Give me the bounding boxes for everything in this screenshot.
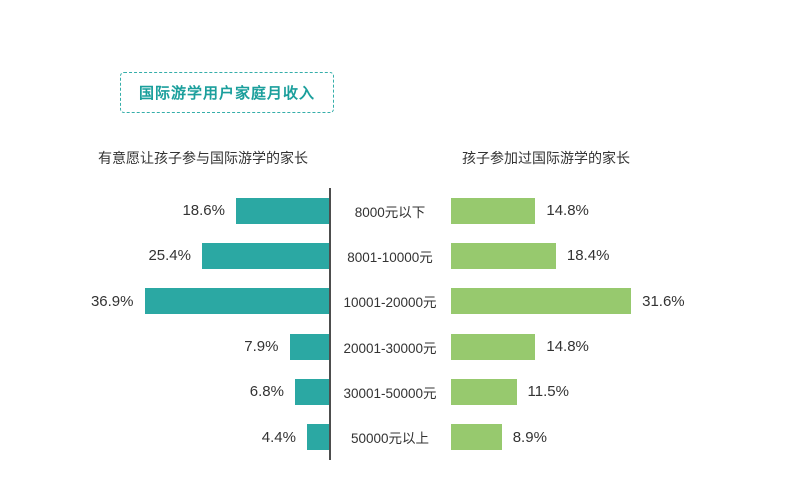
center-axis-line [329, 188, 331, 460]
category-label: 50000元以上 [350, 431, 430, 447]
chart-rows: 18.6% 8000元以下 14.8% 25.4% 8001-10000元 18.4% 36… [0, 188, 794, 460]
right-value-label: 11.5% [527, 383, 569, 401]
right-bar-zone: 11.5% [451, 378, 794, 405]
right-bar-zone: 31.6% [451, 288, 794, 315]
right-value-label: 14.8% [546, 338, 589, 356]
category-label: 8001-10000元 [347, 249, 433, 265]
chart-row: 6.8% 30001-50000元 11.5% [0, 369, 794, 414]
chart-row: 7.9% 20001-30000元 14.8% [0, 324, 794, 369]
left-value-label: 6.8% [249, 383, 284, 401]
chart-title-box: 国际游学用户家庭月收入 [120, 72, 335, 113]
right-bar [451, 197, 536, 224]
left-series-header: 有意愿让孩子参与国际游学的家长 [98, 150, 308, 166]
right-bar [451, 424, 502, 451]
left-bar [144, 288, 329, 315]
left-value-label: 36.9% [90, 292, 134, 310]
right-bar-zone: 18.4% [451, 242, 794, 269]
chart-row: 36.9% 10001-20000元 31.6% [0, 279, 794, 324]
left-bar [202, 242, 329, 269]
left-bar-zone: 6.8% [0, 378, 329, 405]
left-bar [236, 197, 329, 224]
chart-title: 国际游学用户家庭月收入 [139, 85, 316, 102]
left-bar-zone: 36.9% [0, 288, 329, 315]
category-label: 8000元以下 [354, 204, 426, 220]
left-value-label: 18.6% [182, 202, 225, 220]
right-bar [451, 242, 556, 269]
right-value-label: 18.4% [566, 247, 610, 265]
right-bar-zone: 8.9% [451, 424, 794, 451]
category-label: 10001-20000元 [343, 295, 437, 311]
left-bar-zone: 7.9% [0, 333, 329, 360]
category-label: 30001-50000元 [343, 385, 437, 401]
tornado-chart: 18.6% 8000元以下 14.8% 25.4% 8001-10000元 18.4% 36… [0, 188, 794, 460]
left-bar-zone: 4.4% [0, 424, 329, 451]
right-value-label: 31.6% [642, 292, 685, 310]
right-bar-zone: 14.8% [451, 333, 794, 360]
left-value-label: 7.9% [244, 338, 279, 356]
chart-row: 18.6% 8000元以下 14.8% [0, 188, 794, 233]
right-bar [451, 333, 536, 360]
right-series-header: 孩子参加过国际游学的家长 [462, 150, 630, 166]
left-value-label: 4.4% [261, 428, 296, 446]
chart-row: 25.4% 8001-10000元 18.4% [0, 233, 794, 278]
left-bar-zone: 18.6% [0, 197, 329, 224]
right-value-label: 14.8% [546, 202, 589, 220]
right-bar [451, 288, 632, 315]
right-value-label: 8.9% [512, 428, 547, 446]
category-label: 20001-30000元 [343, 340, 437, 356]
left-bar [295, 378, 329, 405]
left-bar [289, 333, 329, 360]
chart-row: 4.4% 50000元以上 8.9% [0, 414, 794, 459]
left-bar [307, 424, 329, 451]
left-bar-zone: 25.4% [0, 242, 329, 269]
right-bar-zone: 14.8% [451, 197, 794, 224]
left-value-label: 25.4% [148, 247, 191, 265]
right-bar [451, 378, 517, 405]
